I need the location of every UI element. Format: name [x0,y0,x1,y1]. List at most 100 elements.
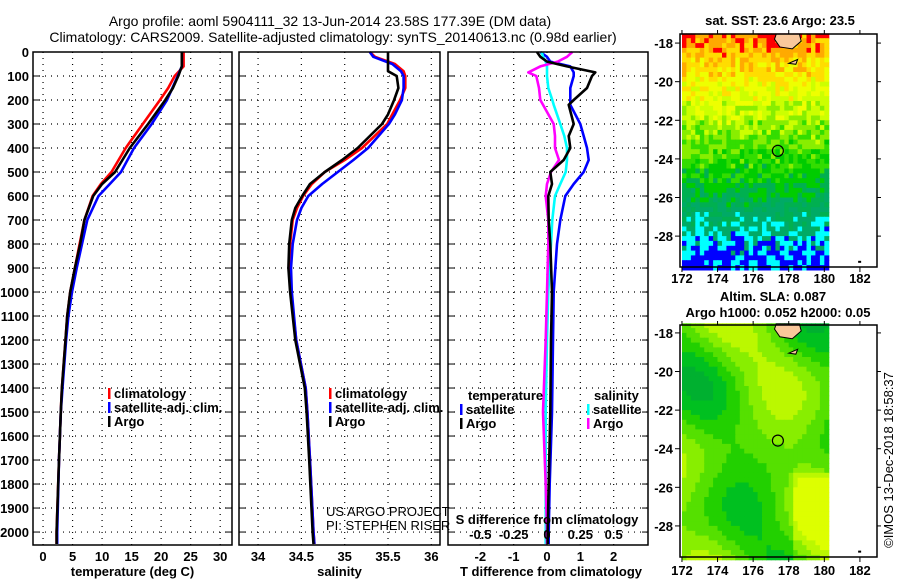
map-cell [806,400,812,406]
map-cell [757,468,763,474]
map-cell [811,158,816,165]
map-cell [739,192,745,199]
map-cell [713,105,719,112]
map-cell [797,540,803,546]
map-cell [695,463,701,469]
map-cell [779,337,785,344]
map-cell [713,521,719,527]
map-cell [788,347,794,353]
map-cell [717,231,723,237]
map-cell [824,357,830,363]
map-cell [744,540,750,546]
map-cell [788,47,794,54]
map-cell [739,163,745,170]
map-cell [788,352,794,358]
map-cell [802,405,808,411]
map-cell [779,101,785,107]
map-cell [811,120,816,126]
map-cell [726,105,732,112]
map-cell [690,487,696,493]
depth-tick-label: 100 [7,69,29,84]
map-cell [753,192,759,199]
map-cell [730,212,736,218]
s-tick-label: -0.5 [469,527,491,542]
map-cell [762,38,767,44]
map-cell [815,212,821,218]
map-cell [748,550,754,556]
map-cell [802,192,808,199]
map-cell [762,187,767,194]
map-cell [722,115,727,121]
map-cell [784,482,790,488]
map-cell [762,492,767,498]
map-cell [797,96,803,102]
map-cell [806,236,812,242]
map-cell [722,101,727,107]
map-cell [784,212,790,218]
map-cell [735,410,741,416]
map-cell [806,414,812,421]
map-cell [762,178,767,184]
map-cell [708,535,714,541]
map-cell [704,86,710,92]
map-cell [793,521,799,527]
map-cell [744,439,750,445]
map-cell [717,245,723,252]
map-cell [739,376,745,382]
map-cell [708,236,714,242]
map-cell [757,342,763,348]
map-cell [824,463,830,469]
map-cell [766,361,772,368]
map-cell [824,76,830,83]
map-cell [811,216,816,223]
map-cell [811,342,816,348]
map-cell [815,535,821,541]
map-cell [722,405,727,411]
map-cell [806,448,812,455]
map-cell [704,434,710,440]
map-cell [739,448,745,455]
map-cell [788,458,794,464]
map-cell [797,395,803,401]
map-cell [762,47,767,54]
map-cell [766,129,772,136]
map-cell [726,168,732,174]
map-cell [739,342,745,348]
map-cell [753,434,759,440]
map-cell [793,361,799,368]
map-cell [770,255,776,261]
map-cell [766,202,772,208]
map-cell [811,381,816,387]
map-cell [797,410,803,416]
map-cell [793,443,799,450]
map-cell [811,139,816,145]
map-cell [682,328,687,334]
map-cell [766,134,772,141]
map-cell [819,168,825,174]
map-cell [748,458,754,464]
map-cell [819,472,825,479]
map-cell [726,468,732,474]
map-cell [726,187,732,194]
map-cell [815,361,821,368]
map-cell [708,376,714,382]
map-cell [739,506,745,512]
map-cell [824,468,830,474]
map-cell [797,361,803,368]
map-cell [779,125,785,131]
map-cell [815,47,821,54]
map-cell [802,105,808,112]
map-cell [686,216,692,223]
map-cell [819,395,825,401]
map-cell [757,511,763,517]
map-cell [819,511,825,517]
map-cell [730,192,736,199]
map-cell [695,240,701,247]
map-cell [730,43,736,49]
map-cell [726,149,732,155]
map-cell [753,260,759,266]
map-cell [788,183,794,189]
map-cell [797,439,803,445]
map-cell [699,255,705,261]
map-cell [690,550,696,556]
